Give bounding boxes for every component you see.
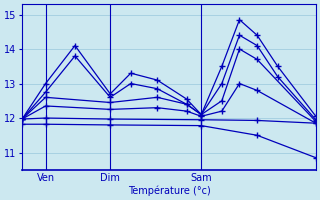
X-axis label: Température (°c): Température (°c) [128, 185, 210, 196]
